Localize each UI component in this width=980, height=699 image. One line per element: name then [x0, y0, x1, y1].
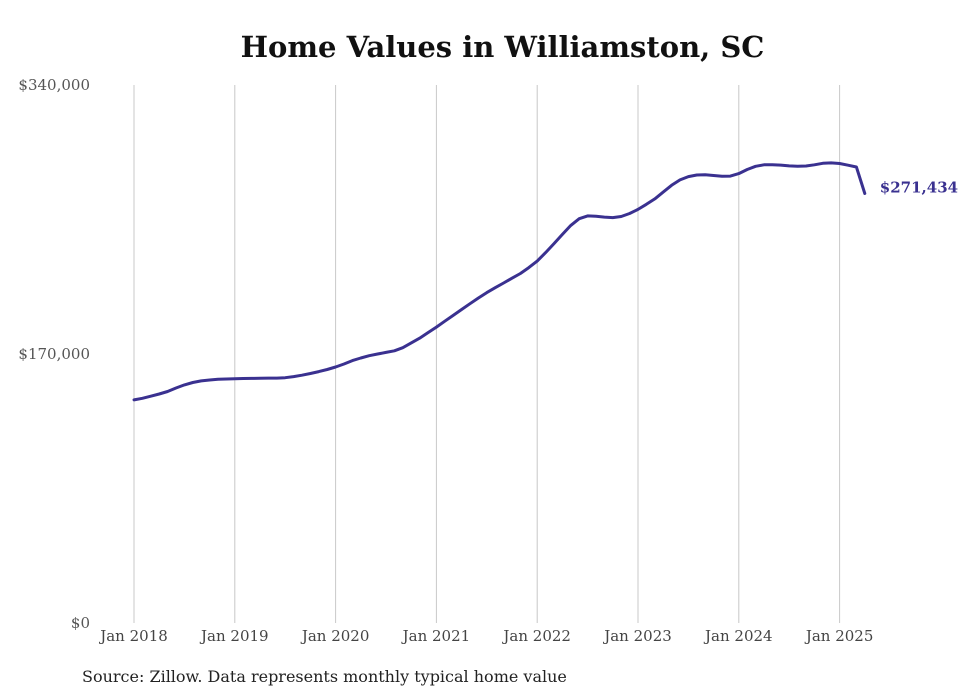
x-tick-label: Jan 2022	[501, 627, 571, 645]
x-tick-label: Jan 2024	[703, 627, 773, 645]
chart-title: Home Values in Williamston, SC	[240, 30, 765, 64]
end-value-label: $271,434	[880, 178, 958, 196]
home-value-series	[132, 161, 867, 402]
y-tick-label: $170,000	[18, 345, 90, 363]
x-axis-ticks: Jan 2018 Jan 2019 Jan 2020 Jan 2021 Jan 2022…	[98, 627, 873, 645]
x-tick-label: Jan 2020	[300, 627, 370, 645]
x-tick-label: Jan 2023	[602, 627, 672, 645]
y-tick-label: $0	[71, 614, 90, 632]
y-tick-label: $340,000	[18, 76, 90, 94]
source-note: Source: Zillow. Data represents monthly …	[82, 667, 567, 686]
x-tick-label: Jan 2019	[199, 627, 269, 645]
x-tick-label: Jan 2018	[98, 627, 168, 645]
vertical-gridlines	[133, 85, 841, 623]
x-tick-label: Jan 2025	[804, 627, 874, 645]
x-tick-label: Jan 2021	[401, 627, 471, 645]
series-line	[132, 161, 867, 402]
y-axis-ticks: $340,000 $170,000 $0	[18, 76, 90, 632]
